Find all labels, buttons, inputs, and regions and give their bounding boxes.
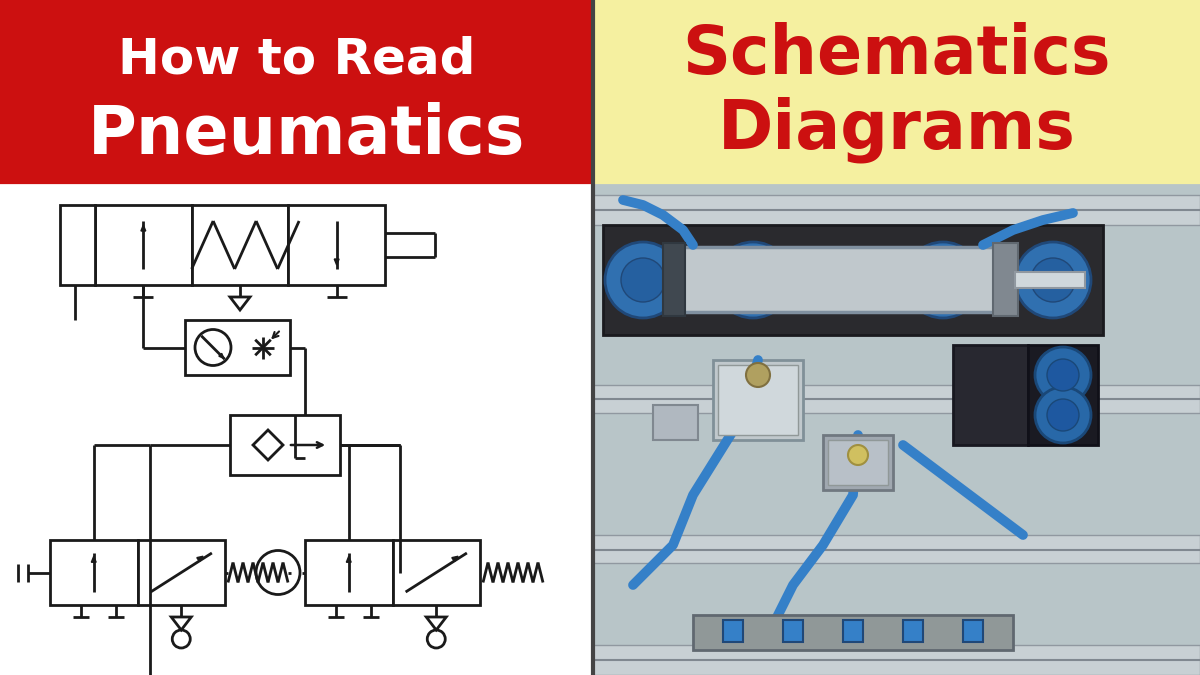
Bar — [60, 205, 95, 285]
Circle shape — [746, 363, 770, 387]
Bar — [593, 535, 1200, 563]
Bar — [823, 435, 893, 490]
Polygon shape — [172, 617, 191, 630]
Bar — [722, 620, 743, 642]
Bar — [593, 645, 1200, 675]
Bar — [593, 195, 1200, 225]
Bar — [593, 185, 1200, 675]
Polygon shape — [426, 617, 446, 630]
Polygon shape — [347, 556, 352, 562]
Text: Schematics: Schematics — [683, 22, 1111, 88]
Bar — [305, 540, 392, 605]
Bar — [953, 345, 1028, 445]
Polygon shape — [253, 430, 283, 460]
Bar — [964, 620, 983, 642]
Bar — [0, 0, 593, 185]
Circle shape — [1034, 347, 1091, 403]
Bar — [593, 0, 1200, 185]
Bar — [828, 440, 888, 485]
Bar — [653, 405, 698, 440]
Bar — [994, 243, 1018, 316]
Polygon shape — [91, 556, 96, 562]
Polygon shape — [452, 556, 458, 562]
Polygon shape — [197, 556, 203, 562]
Circle shape — [905, 242, 982, 318]
Circle shape — [922, 258, 965, 302]
Bar — [192, 205, 288, 285]
Bar — [288, 205, 385, 285]
Text: How to Read: How to Read — [118, 36, 475, 84]
Circle shape — [848, 445, 868, 465]
Text: Diagrams: Diagrams — [718, 97, 1075, 163]
Polygon shape — [230, 297, 250, 310]
Circle shape — [1031, 258, 1075, 302]
Polygon shape — [335, 259, 340, 265]
Bar — [230, 415, 340, 475]
Bar — [392, 540, 480, 605]
Bar — [904, 620, 923, 642]
Circle shape — [622, 258, 665, 302]
Bar — [718, 365, 798, 435]
Bar — [604, 225, 1103, 335]
Bar — [593, 385, 1200, 413]
Bar — [673, 247, 1003, 312]
Bar — [842, 620, 863, 642]
Polygon shape — [140, 225, 145, 231]
Bar — [138, 540, 226, 605]
Circle shape — [1046, 399, 1079, 431]
Circle shape — [605, 242, 682, 318]
Circle shape — [715, 242, 791, 318]
Circle shape — [1015, 242, 1091, 318]
Bar — [784, 620, 803, 642]
Bar — [95, 205, 192, 285]
Bar — [1028, 345, 1098, 445]
Bar — [50, 540, 138, 605]
Circle shape — [1046, 359, 1079, 391]
Circle shape — [1034, 387, 1091, 443]
Circle shape — [731, 258, 775, 302]
Bar — [1015, 272, 1085, 288]
Text: Pneumatics: Pneumatics — [88, 102, 526, 168]
Bar — [185, 320, 290, 375]
Bar — [694, 615, 1013, 650]
Polygon shape — [218, 353, 223, 358]
Bar — [0, 185, 593, 675]
Bar — [713, 360, 803, 440]
Bar — [662, 243, 685, 316]
